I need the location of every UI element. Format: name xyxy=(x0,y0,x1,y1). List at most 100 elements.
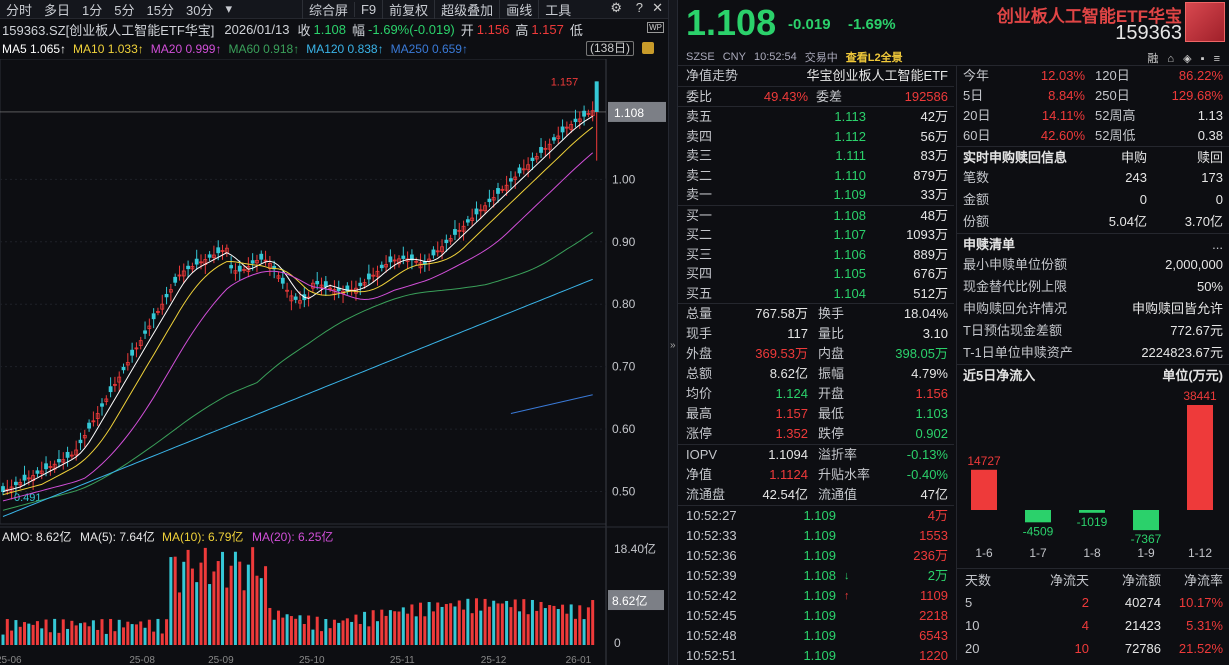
candle-body xyxy=(134,347,139,350)
volume-bar xyxy=(83,622,87,645)
draw-line-button[interactable]: 画线 xyxy=(499,0,538,19)
period-tab-30min[interactable]: 30分 xyxy=(185,2,214,18)
candle-body xyxy=(582,110,586,117)
candle-body xyxy=(285,289,289,292)
stat-value: 1.352 xyxy=(775,426,808,441)
overlay-button[interactable]: 超级叠加 xyxy=(434,0,499,19)
price-change: -0.019 xyxy=(788,16,831,33)
subscr-label: 金额 xyxy=(963,192,990,207)
ask-row[interactable]: 卖五 1.113 42万 xyxy=(678,107,954,127)
volume-bar xyxy=(307,615,311,645)
volume-bar xyxy=(199,562,203,645)
price-axis-label: 0.90 xyxy=(612,235,636,249)
volume-bar xyxy=(548,605,552,645)
candle-body xyxy=(212,254,216,258)
price-axis-label: 0.50 xyxy=(612,485,636,499)
period-tab-multiday[interactable]: 多日 xyxy=(44,2,71,18)
candle-body xyxy=(181,270,186,277)
volume-bar xyxy=(573,618,577,645)
ma60-legend: MA60 0.918↑ xyxy=(228,42,300,56)
candle-body xyxy=(1,486,5,492)
volume-bar xyxy=(337,622,341,645)
ask-row[interactable]: 卖一 1.109 33万 xyxy=(678,185,954,205)
period-label: 今年 xyxy=(963,68,990,83)
tick-row[interactable]: 10:52:27 1.109 4万 xyxy=(678,506,954,526)
volume-bar xyxy=(285,614,289,645)
volume-bar xyxy=(298,615,302,645)
bid-row[interactable]: 买一 1.108 48万 xyxy=(678,206,954,226)
subscr-row: 金额 0 0 xyxy=(957,189,1229,211)
tick-row[interactable]: 10:52:39 1.108 ↓ 2万 xyxy=(678,566,954,586)
candle-body xyxy=(414,260,419,263)
bid-row[interactable]: 买二 1.107 1093万 xyxy=(678,225,954,245)
nav-row[interactable]: 净值走势 华宝创业板人工智能ETF xyxy=(678,66,954,86)
panel-tool-icons[interactable]: 融 ⌂ ◈ ▪ ≡ xyxy=(1147,53,1223,65)
volume-bar xyxy=(104,633,108,645)
subscr-col-redeem: 赎回 xyxy=(1196,150,1223,165)
candle-body xyxy=(410,254,414,261)
last-price: 1.108 xyxy=(686,2,777,43)
volume-bar xyxy=(530,599,534,645)
bid-price: 1.106 xyxy=(833,246,866,262)
volume-bar xyxy=(190,568,194,645)
stat-value: 47亿 xyxy=(920,487,948,502)
subscr-redeem: 0 xyxy=(1215,192,1223,207)
tick-row[interactable]: 10:52:51 1.109 1220 xyxy=(678,646,954,665)
ask-price: 1.113 xyxy=(834,109,866,124)
tick-row[interactable]: 10:52:48 1.109 6543 xyxy=(678,626,954,646)
bid-row[interactable]: 买五 1.104 512万 xyxy=(678,284,954,304)
volume-bar xyxy=(5,619,9,645)
tick-list[interactable]: 10:52:27 1.109 4万 10:52:33 1.109 1553 10:52:36… xyxy=(678,505,954,665)
list-value: 申购赎回皆允许 xyxy=(1131,301,1223,316)
close-icon[interactable]: ✕ xyxy=(652,0,663,15)
adjust-button[interactable]: 前复权 xyxy=(382,0,434,19)
list-more-icon[interactable]: ... xyxy=(1212,237,1223,252)
period-tab-1min[interactable]: 1分 xyxy=(82,2,103,18)
period-tab-timeshare[interactable]: 分时 xyxy=(6,2,33,18)
lock-icon[interactable] xyxy=(642,42,654,54)
volume-bar xyxy=(483,598,487,645)
stat-row: 流通盘 42.54亿 流通值 47亿 xyxy=(678,485,954,505)
candle-body xyxy=(207,254,212,258)
volume-bar xyxy=(229,565,233,645)
ask-row[interactable]: 卖三 1.111 83万 xyxy=(678,146,954,166)
kline-chart[interactable]: 1.00 0.90 0.80 0.70 0.60 0.50 1.108 1.157 0.491 2… xyxy=(0,59,668,665)
f9-button[interactable]: F9 xyxy=(353,1,382,17)
volume-bar xyxy=(354,614,358,645)
l2-link[interactable]: 查看L2全景 xyxy=(845,52,903,64)
day-range-button[interactable]: (138日) xyxy=(585,41,634,56)
candle-body xyxy=(14,481,18,486)
bid-row[interactable]: 买四 1.105 676万 xyxy=(678,264,954,284)
period-dropdown-icon[interactable]: ▾ xyxy=(225,1,232,16)
volume-bar xyxy=(23,622,27,645)
tick-row[interactable]: 10:52:36 1.109 236万 xyxy=(678,546,954,566)
tools-button[interactable]: 工具 xyxy=(538,0,577,19)
candle-body xyxy=(143,330,147,334)
period-returns: 今年 12.03% 120日 86.22% 5日 8.84% 250日 129.68% 20日 1… xyxy=(957,66,1229,146)
panel-divider[interactable]: » xyxy=(668,0,678,665)
wp-icon[interactable]: WP xyxy=(647,22,664,33)
tick-row[interactable]: 10:52:45 1.109 2218 xyxy=(678,606,954,626)
period-tab-15min[interactable]: 15分 xyxy=(146,2,174,18)
tick-volume: 236万 xyxy=(913,548,948,563)
help-icon[interactable]: ? xyxy=(635,0,643,15)
collapse-arrow-icon[interactable]: » xyxy=(670,340,676,351)
flow-days: 5 xyxy=(965,595,973,610)
price-axis-label: 0.70 xyxy=(612,360,636,374)
subscr-col-purchase: 申购 xyxy=(1120,150,1147,165)
composite-screen-button[interactable]: 综合屏 xyxy=(301,0,354,19)
tick-row[interactable]: 10:52:42 1.109 ↑ 1109 xyxy=(678,586,954,606)
gear-icon[interactable]: ⚙ xyxy=(610,0,622,15)
volume-bar xyxy=(53,618,57,645)
ask-row[interactable]: 卖二 1.110 879万 xyxy=(678,166,954,186)
ask-row[interactable]: 卖四 1.112 56万 xyxy=(678,127,954,147)
period-tab-5min[interactable]: 5分 xyxy=(114,2,135,18)
volume-bar xyxy=(221,551,225,645)
order-diff-value: 192586 xyxy=(904,89,948,104)
volume-bar xyxy=(289,616,293,645)
bid-row[interactable]: 买三 1.106 889万 xyxy=(678,245,954,265)
flow-col-amount: 净流额 xyxy=(1121,573,1161,588)
volume-bar xyxy=(397,611,401,645)
candle-body xyxy=(319,284,324,288)
tick-row[interactable]: 10:52:33 1.109 1553 xyxy=(678,526,954,546)
